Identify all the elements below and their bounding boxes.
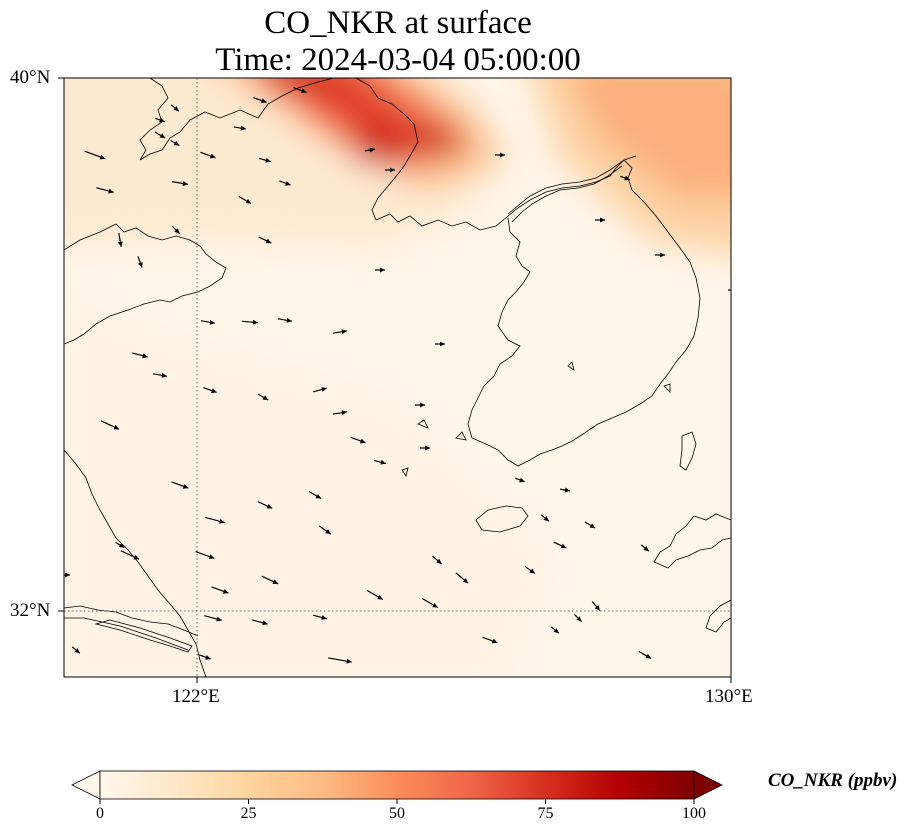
- wind-vector: [100, 420, 120, 430]
- colorbar-label: CO_NKR (ppbv): [768, 770, 898, 791]
- lon-tick-130E: 130°E: [705, 686, 753, 707]
- map-frame: [63, 77, 732, 678]
- wind-vector: [584, 521, 596, 529]
- wind-vector: [540, 514, 550, 522]
- wind-vector: [120, 550, 140, 560]
- wind-vector: [195, 551, 215, 560]
- colorbar-gradient: [99, 770, 695, 800]
- wind-vector: [211, 586, 229, 594]
- colorbar-extend-low: [71, 770, 101, 800]
- wind-vector: [253, 97, 267, 104]
- wind-vector: [257, 393, 269, 401]
- wind-vector: [137, 256, 143, 268]
- wind-vector: [432, 555, 442, 565]
- wind-vector: [171, 481, 189, 489]
- wind-vector: [591, 601, 601, 611]
- colorbar-tick-50: 50: [389, 805, 405, 822]
- wind-vector: [258, 236, 272, 244]
- lat-tick-32N: 32°N: [10, 600, 51, 621]
- wind-vector: [638, 650, 652, 660]
- colorbar: [71, 770, 723, 804]
- wind-vector: [153, 372, 167, 378]
- wind-vector: [559, 487, 571, 493]
- wind-vector: [201, 319, 215, 325]
- wind-vector: [374, 459, 386, 465]
- coastlines: [64, 78, 731, 677]
- wind-vector: [200, 151, 216, 159]
- wind-vector: [415, 402, 425, 408]
- wind-vectors: [64, 87, 731, 664]
- wind-vector: [550, 626, 560, 634]
- wind-vector: [252, 619, 268, 626]
- wind-vector: [71, 646, 81, 654]
- wind-vector: [261, 575, 279, 585]
- wind-vector: [132, 352, 148, 359]
- wind-vector: [350, 436, 366, 444]
- wind-vector: [495, 152, 505, 158]
- wind-vector: [84, 150, 106, 160]
- wind-vector: [154, 131, 166, 139]
- colorbar-tick-75: 75: [537, 805, 554, 822]
- wind-vector: [96, 187, 114, 194]
- wind-vector: [366, 589, 384, 601]
- wind-vector: [313, 387, 327, 393]
- wind-vector: [333, 410, 347, 416]
- wind-vector: [595, 217, 605, 223]
- wind-vector: [308, 490, 322, 500]
- wind-vector: [728, 289, 731, 291]
- wind-vector: [385, 167, 395, 173]
- wind-vector: [172, 226, 180, 234]
- wind-vector: [524, 566, 536, 574]
- gridlines: [64, 78, 731, 677]
- wind-vector: [293, 87, 307, 94]
- wind-vector: [420, 445, 430, 451]
- lat-tick-40N: 40°N: [10, 67, 51, 88]
- wind-vector: [655, 252, 665, 258]
- wind-vector: [241, 319, 259, 325]
- wind-vector: [203, 387, 217, 394]
- wind-vector: [172, 181, 188, 186]
- colorbar-tick-100: 100: [682, 805, 706, 822]
- colorbar-tick-0: 0: [96, 805, 104, 822]
- concentration-field: [64, 78, 731, 677]
- wind-vector: [328, 657, 352, 664]
- wind-vector: [364, 147, 376, 153]
- wind-vector: [117, 233, 123, 247]
- wind-vector: [233, 125, 247, 131]
- map-time: Time: 2024-03-04 05:00:00: [215, 42, 581, 78]
- wind-vector: [64, 572, 70, 578]
- wind-vector: [421, 597, 439, 609]
- wind-vector: [333, 329, 347, 335]
- wind-vector: [279, 180, 291, 186]
- wind-vector: [115, 541, 125, 549]
- wind-vector: [515, 477, 525, 483]
- wind-vector: [257, 501, 273, 509]
- wind-vector: [318, 525, 332, 535]
- wind-vector: [155, 117, 165, 123]
- wind-vector: [170, 104, 180, 112]
- wind-vector: [238, 195, 252, 205]
- map-title: CO_NKR at surface: [264, 5, 532, 41]
- colorbar-extend-high: [693, 770, 723, 800]
- wind-vector: [574, 614, 582, 622]
- lon-tick-122E: 122°E: [172, 686, 220, 707]
- wind-vector: [278, 317, 292, 323]
- wind-vector: [435, 341, 445, 347]
- colorbar-tick-25: 25: [240, 805, 257, 822]
- wind-vector: [553, 541, 567, 549]
- wind-vector: [640, 544, 650, 552]
- wind-vector: [375, 267, 385, 273]
- wind-vector: [205, 516, 225, 524]
- wind-vector: [259, 157, 271, 163]
- wind-vector: [204, 615, 222, 622]
- wind-vector: [620, 175, 630, 181]
- wind-vector: [455, 572, 469, 584]
- wind-vector: [199, 654, 211, 660]
- wind-vector: [170, 139, 180, 147]
- wind-vector: [313, 614, 327, 620]
- wind-vector: [482, 636, 498, 644]
